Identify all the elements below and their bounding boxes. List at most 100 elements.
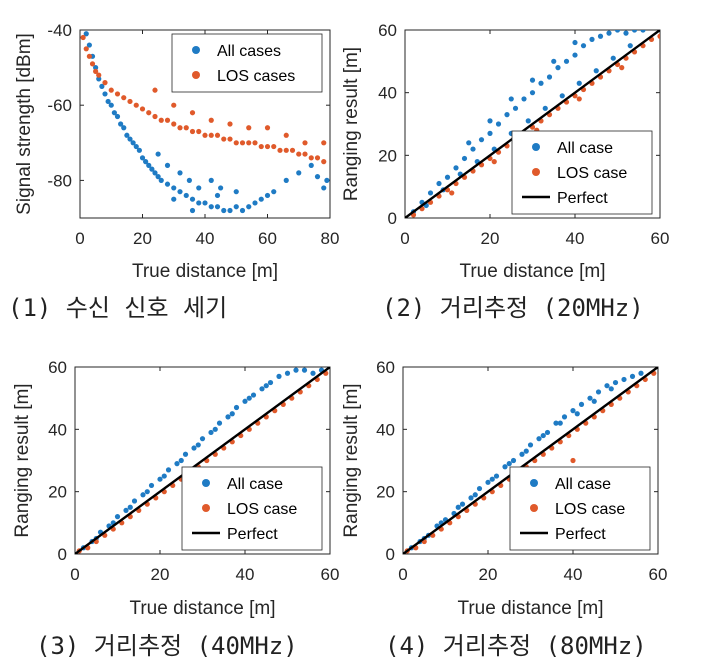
y-tick-label: 40 bbox=[376, 420, 395, 439]
all-point bbox=[218, 185, 224, 191]
all-point bbox=[487, 130, 493, 136]
x-tick-label: 60 bbox=[321, 565, 340, 584]
all-point bbox=[111, 110, 117, 116]
y-tick-label: 60 bbox=[48, 358, 67, 377]
all-point bbox=[208, 429, 214, 436]
los-point bbox=[289, 147, 296, 153]
all-point bbox=[174, 461, 180, 467]
los-point bbox=[283, 132, 289, 138]
all-point bbox=[461, 155, 468, 162]
los-point bbox=[208, 117, 214, 123]
all-point bbox=[83, 31, 89, 37]
los-point bbox=[321, 140, 327, 146]
all-point bbox=[177, 189, 183, 195]
all-point bbox=[118, 121, 124, 127]
x-axis-label: True distance [m] bbox=[459, 261, 605, 282]
all-point bbox=[136, 147, 142, 153]
all-point bbox=[578, 401, 585, 407]
los-point bbox=[152, 87, 158, 93]
los-point bbox=[80, 34, 86, 41]
all-point bbox=[233, 404, 240, 411]
los-point bbox=[657, 33, 660, 39]
all-point bbox=[610, 55, 616, 61]
all-point bbox=[212, 426, 218, 432]
los-point bbox=[283, 147, 289, 153]
all-point bbox=[444, 174, 451, 180]
all-point bbox=[521, 96, 527, 102]
los-point bbox=[127, 98, 133, 105]
los-point bbox=[93, 68, 99, 74]
legend-entry: All case bbox=[555, 476, 611, 493]
los-point bbox=[296, 151, 302, 157]
los-point bbox=[302, 140, 308, 146]
all-point bbox=[284, 370, 291, 376]
data-layer bbox=[80, 31, 330, 214]
all-point bbox=[227, 207, 233, 214]
all-point bbox=[155, 151, 161, 157]
all-point bbox=[540, 432, 546, 439]
x-tick-label: 0 bbox=[400, 229, 409, 248]
los-point bbox=[570, 457, 576, 464]
all-point bbox=[171, 185, 177, 191]
los-point bbox=[258, 143, 264, 150]
legend-entry: All cases bbox=[217, 43, 281, 60]
los-point bbox=[202, 132, 208, 138]
all-point bbox=[527, 442, 534, 448]
all-point bbox=[108, 102, 114, 108]
all-point bbox=[455, 504, 461, 510]
all-point bbox=[283, 177, 289, 183]
los-point bbox=[227, 121, 233, 127]
all-point bbox=[495, 121, 502, 127]
y-tick-label: 0 bbox=[388, 209, 397, 228]
all-point bbox=[551, 58, 557, 64]
all-point bbox=[580, 43, 587, 49]
all-point bbox=[508, 96, 514, 102]
all-point bbox=[264, 192, 271, 199]
panel-2: 0 20 40 60 0 20 40 60 All case LOS case Perfect Tru… bbox=[341, 21, 669, 322]
y-tick-label: 60 bbox=[378, 21, 397, 40]
panel-4: 0 20 40 60 0 20 40 60 All case LOS case Perfect Tru… bbox=[341, 358, 667, 660]
x-axis-label: True distance [m] bbox=[129, 598, 275, 619]
all-point bbox=[572, 52, 578, 58]
all-point bbox=[146, 162, 152, 168]
los-point bbox=[102, 80, 108, 86]
all-point bbox=[246, 204, 252, 210]
x-tick-label: 20 bbox=[151, 565, 170, 584]
panel-caption: (2) 거리추정 (20MHz) bbox=[382, 294, 644, 322]
all-point bbox=[191, 445, 197, 451]
all-point bbox=[165, 467, 172, 473]
all-point bbox=[233, 189, 239, 195]
all-point bbox=[189, 207, 196, 214]
legend-entry: All case bbox=[557, 140, 613, 157]
legend-entry: All case bbox=[227, 476, 283, 493]
all-point bbox=[631, 30, 638, 33]
all-point bbox=[595, 389, 602, 395]
all-point bbox=[612, 379, 619, 386]
all-point bbox=[293, 367, 299, 373]
all-point bbox=[487, 118, 493, 124]
all-point bbox=[105, 98, 111, 105]
all-point bbox=[96, 76, 102, 82]
data-layer bbox=[75, 367, 330, 554]
los-point bbox=[576, 96, 582, 102]
los-point bbox=[246, 125, 252, 131]
all-point bbox=[459, 501, 466, 507]
all-point bbox=[152, 170, 158, 176]
all-point bbox=[171, 196, 177, 202]
all-point bbox=[468, 495, 474, 501]
all-point bbox=[576, 80, 582, 86]
all-point bbox=[574, 411, 580, 417]
x-tick-label: 40 bbox=[236, 565, 255, 584]
all-point bbox=[606, 30, 612, 36]
all-point bbox=[563, 58, 570, 64]
all-point bbox=[523, 448, 529, 454]
los-point bbox=[449, 190, 455, 196]
all-point bbox=[93, 65, 99, 71]
y-axis-label: Ranging result [m] bbox=[341, 383, 362, 537]
los-point bbox=[196, 128, 202, 135]
all-point bbox=[127, 136, 133, 142]
all-point bbox=[164, 162, 171, 168]
data-layer bbox=[405, 30, 660, 218]
legend-entry: LOS cases bbox=[217, 68, 295, 85]
